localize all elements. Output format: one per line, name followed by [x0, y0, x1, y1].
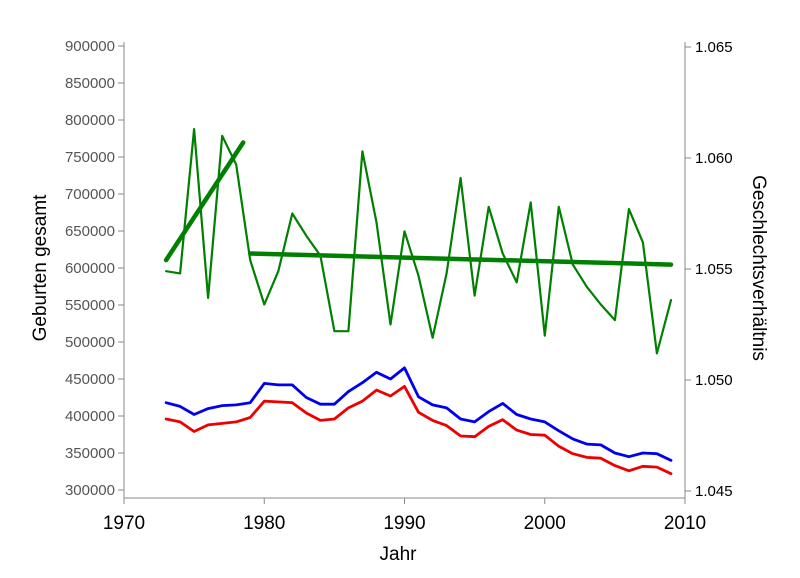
- right-tick-label: 1.050: [695, 372, 733, 389]
- left-y-axis-title: Geburten gesamt: [30, 194, 51, 342]
- right-y-axis-title: Geschlechtsverhältnis: [748, 175, 769, 361]
- left-tick-label: 750000: [65, 149, 115, 166]
- left-tick-label: 550000: [65, 297, 115, 314]
- left-axis-ticks: 300000 350000 400000 450000 500000 550000 6000…: [65, 38, 124, 499]
- x-tick-label: 1980: [243, 513, 285, 534]
- x-tick-label: 2000: [524, 513, 566, 534]
- x-axis-ticks: 1970 1980 1990 2000 2010: [103, 498, 706, 534]
- series-layer: [163, 128, 674, 476]
- left-tick-label: 900000: [65, 38, 115, 55]
- x-tick-label: 1970: [103, 513, 145, 534]
- right-axis-ticks: 1.045 1.050 1.055 1.060 1.065: [685, 39, 733, 500]
- right-tick-label: 1.065: [695, 39, 733, 56]
- left-tick-label: 600000: [65, 260, 115, 277]
- right-tick-label: 1.055: [695, 261, 733, 278]
- left-tick-label: 450000: [65, 371, 115, 388]
- x-tick-label: 2010: [664, 513, 706, 534]
- right-tick-label: 1.060: [695, 150, 733, 167]
- x-axis-title: Jahr: [380, 544, 418, 565]
- left-tick-label: 700000: [65, 186, 115, 203]
- right-tick-label: 1.045: [695, 483, 733, 500]
- left-tick-label: 650000: [65, 223, 115, 240]
- left-tick-label: 350000: [65, 445, 115, 462]
- trend-line-2: [247, 251, 674, 267]
- series-line-blue: [164, 366, 673, 462]
- series-line-red: [164, 384, 673, 476]
- left-tick-label: 850000: [65, 75, 115, 92]
- x-tick-label: 1990: [383, 513, 425, 534]
- series-line-green: [165, 128, 673, 355]
- left-tick-label: 300000: [65, 482, 115, 499]
- trend-line-1: [163, 140, 246, 263]
- left-tick-label: 800000: [65, 112, 115, 129]
- left-tick-label: 500000: [65, 334, 115, 351]
- left-tick-label: 400000: [65, 408, 115, 425]
